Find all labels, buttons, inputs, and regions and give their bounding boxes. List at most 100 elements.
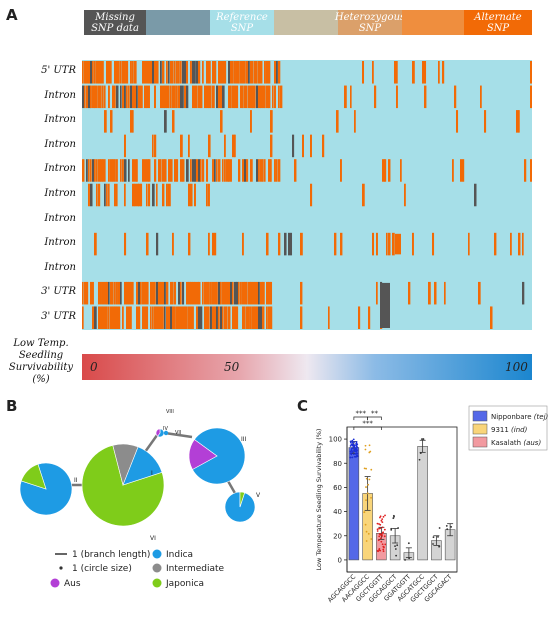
snp-stripe: [144, 281, 147, 305]
snp-stripe: [106, 281, 108, 305]
snp-stripe: [218, 85, 221, 109]
node-label-vi: VI: [150, 535, 156, 542]
snp-stripe: [132, 110, 134, 133]
data-point: [364, 523, 367, 526]
snp-stripe: [270, 306, 273, 329]
snp-stripe: [130, 306, 132, 329]
data-point: [379, 537, 382, 540]
heatmap-row: [82, 306, 493, 329]
node-label-viii: VIII: [166, 409, 174, 415]
snp-stripe: [212, 281, 214, 305]
snp-stripe: [270, 159, 272, 182]
snp-stripe: [162, 306, 164, 329]
significance-bracket: ***: [353, 410, 368, 420]
snp-stripe: [116, 306, 119, 329]
snp-stripe: [124, 85, 126, 109]
snp-stripe: [244, 306, 246, 329]
snp-stripe: [216, 85, 219, 109]
haplotype-network: I II III IV V VI VII VIII 1 (branch leng…: [19, 409, 261, 589]
snp-stripe: [142, 159, 145, 182]
snp-stripe: [194, 183, 196, 207]
legend-reference-label: Reference SNP: [216, 11, 268, 34]
snp-stripe: [170, 306, 173, 329]
snp-stripe: [238, 159, 241, 182]
snp-stripe: [242, 306, 245, 329]
snp-stripe: [126, 85, 128, 109]
snp-stripe: [412, 61, 415, 84]
data-point: [395, 554, 398, 557]
data-point: [380, 519, 383, 522]
snp-stripe: [264, 85, 266, 109]
snp-stripe: [164, 281, 166, 305]
snp-stripe: [372, 61, 374, 84]
data-point: [351, 441, 354, 444]
data-point: [365, 540, 368, 542]
snp-stripe: [158, 281, 161, 305]
snp-stripe: [166, 85, 169, 109]
snp-stripe: [456, 110, 459, 133]
data-point: [382, 548, 385, 551]
snp-stripe: [276, 61, 278, 84]
snp-stripe: [260, 159, 263, 182]
heatmap-row-label: Intron: [44, 212, 76, 224]
bar-group: [403, 542, 415, 561]
snp-stripe: [234, 306, 237, 329]
pie-node-ii: [19, 462, 73, 516]
snp-stripe: [162, 159, 165, 182]
data-point: [432, 543, 434, 545]
snp-stripe: [198, 85, 201, 109]
data-point: [432, 536, 435, 539]
data-point: [351, 451, 354, 454]
snp-stripe: [516, 110, 519, 133]
snp-stripe: [232, 85, 235, 109]
legend-aus-label: Aus: [64, 579, 81, 589]
snp-stripe: [484, 110, 487, 133]
snp-stripe: [162, 85, 165, 109]
snp-stripe: [124, 159, 127, 182]
snp-stripe: [266, 306, 268, 329]
snp-stripe: [156, 61, 159, 84]
legend-label: Nipponbare (tej): [491, 413, 549, 421]
bar: [417, 446, 428, 561]
pie-slice: [122, 446, 163, 486]
snp-stripe: [118, 281, 121, 305]
bar-group: [389, 514, 401, 561]
snp-stripe: [190, 159, 192, 182]
snp-stripe: [236, 61, 239, 84]
snp-stripe: [518, 232, 521, 256]
pie-node-iii: [188, 427, 246, 485]
bar-group: [362, 444, 373, 561]
snp-stripe: [130, 85, 133, 109]
data-point: [376, 530, 379, 532]
snp-stripe: [280, 85, 283, 109]
snp-stripe: [232, 281, 234, 305]
snp-stripe: [238, 61, 240, 84]
y-tick-label: 100: [329, 436, 342, 444]
snp-stripe: [160, 159, 162, 182]
snp-stripe: [110, 110, 113, 133]
snp-stripe: [244, 281, 247, 305]
data-point: [367, 532, 370, 535]
snp-stripe: [194, 85, 197, 109]
snp-stripe: [522, 281, 525, 305]
snp-stripe: [172, 232, 174, 256]
snp-stripe: [188, 134, 190, 158]
snp-stripe: [250, 306, 252, 329]
bar-group: [417, 438, 428, 561]
snp-stripe: [86, 159, 88, 182]
legend-swatch-2: [146, 10, 210, 35]
snp-stripe: [198, 281, 201, 305]
snp-stripe: [136, 85, 138, 109]
data-point: [365, 530, 368, 533]
snp-stripe: [124, 61, 126, 84]
legend-japonica-dot: [152, 578, 162, 588]
snp-stripe: [122, 61, 125, 84]
snp-stripe: [164, 85, 167, 109]
snp-stripe: [166, 61, 168, 84]
snp-stripe: [90, 159, 92, 182]
data-point: [370, 496, 372, 499]
snp-stripe: [250, 159, 253, 182]
data-point: [368, 478, 371, 481]
snp-stripe: [152, 183, 155, 207]
snp-stripe: [102, 306, 105, 329]
